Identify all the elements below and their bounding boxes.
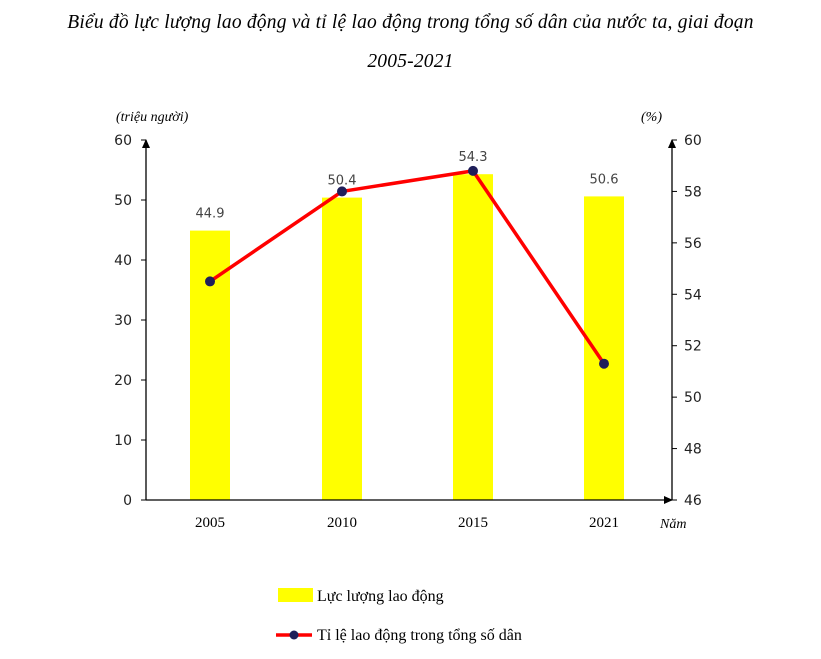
line-point-2015: [468, 165, 478, 176]
legend-label-line: Tỉ lệ lao động trong tổng số dân: [317, 627, 522, 644]
bar-2005: [190, 230, 230, 500]
y-right-axis-label: (%): [641, 110, 662, 125]
legend-bar-swatch: [278, 588, 313, 602]
y-right-tick-label: 60: [684, 133, 702, 149]
legend-line-marker: [289, 630, 299, 640]
y-left-axis-label: (triệu người): [116, 110, 189, 125]
y-left-tick-label: 60: [114, 133, 132, 149]
x-axis-label: Năm: [659, 517, 686, 532]
bar-data-label: 44.9: [196, 207, 225, 222]
y-right-tick-label: 54: [684, 287, 702, 303]
x-tick-label-2010: 2010: [327, 515, 357, 531]
y-right-tick-label: 56: [684, 236, 702, 252]
bar-2010: [322, 197, 362, 500]
y-left-tick-label: 0: [123, 493, 132, 509]
line-point-2005: [205, 276, 215, 287]
x-arrow-icon: [664, 496, 673, 504]
y-left-tick-label: 40: [114, 253, 132, 269]
line-point-2010: [337, 186, 347, 197]
y-right-tick-label: 50: [684, 390, 702, 406]
y-right-tick-label: 48: [684, 442, 702, 458]
y-left-tick-label: 10: [114, 433, 132, 449]
y-left-tick-label: 30: [114, 313, 132, 329]
bar-2021: [584, 196, 624, 500]
y-right-tick-label: 58: [684, 184, 702, 200]
y-right-tick-label: 46: [684, 493, 702, 509]
x-tick-label-2021: 2021: [589, 515, 619, 531]
legend-label-bars: Lực lượng lao động: [317, 588, 444, 605]
line-series-path: [209, 169, 606, 365]
y-left-arrow-icon: [142, 139, 150, 148]
bar-data-label: 54.3: [459, 150, 488, 165]
y-right-arrow-icon: [668, 139, 676, 148]
bar-data-label: 50.4: [328, 174, 357, 189]
line-point-2021: [599, 358, 609, 369]
bar-data-label: 50.6: [590, 172, 619, 187]
y-right-tick-label: 52: [684, 339, 702, 355]
y-left-tick-label: 20: [114, 373, 132, 389]
chart-title-line-1: Biểu đồ lực lượng lao động và tỉ lệ lao …: [67, 12, 754, 33]
x-tick-label-2015: 2015: [458, 515, 488, 531]
chart-title-line-2: 2005-2021: [367, 51, 454, 72]
bar-2015: [453, 174, 493, 500]
y-left-tick-label: 50: [114, 193, 132, 209]
x-tick-label-2005: 2005: [195, 515, 225, 531]
